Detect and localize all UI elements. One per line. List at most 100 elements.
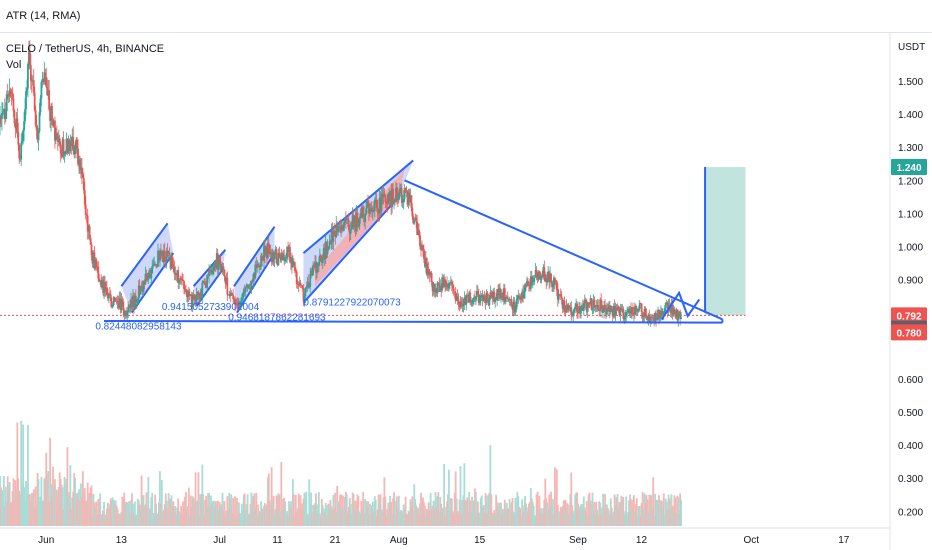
target-zone-box <box>705 167 746 316</box>
volume-bar <box>665 501 668 526</box>
volume-bar <box>403 509 406 526</box>
volume-bar <box>283 497 286 526</box>
volume-bar <box>314 502 316 526</box>
volume-bar <box>144 504 147 526</box>
volume-bar <box>411 496 414 526</box>
candle-body <box>349 229 352 234</box>
volume-bar <box>238 502 240 526</box>
volume-bar <box>200 495 203 526</box>
candle-body <box>93 252 96 269</box>
candle-body <box>367 201 369 204</box>
candle-body <box>300 285 303 287</box>
volume-bar <box>91 515 94 526</box>
candle-body <box>293 262 296 271</box>
candle-body <box>416 221 419 235</box>
candle-body <box>267 243 270 252</box>
volume-bar <box>335 512 338 526</box>
volume-bar <box>375 515 378 526</box>
candle-body <box>566 304 569 310</box>
volume-bar <box>620 495 623 526</box>
candle-body <box>611 310 614 317</box>
candle-body <box>78 159 80 165</box>
candle-body <box>402 198 405 203</box>
channel-fill <box>121 223 174 313</box>
candle-body <box>467 295 470 303</box>
candle-body <box>209 269 211 273</box>
candle-body <box>297 284 300 286</box>
volume-bar <box>639 515 642 526</box>
volume-bar <box>198 516 201 526</box>
candle-body <box>443 279 446 287</box>
candle-body <box>517 295 520 299</box>
candle-body <box>375 199 378 209</box>
candle-body <box>109 294 112 302</box>
volume-bar <box>478 513 481 526</box>
volume-bar <box>94 506 97 526</box>
candle-body <box>150 273 153 279</box>
candle-body <box>40 81 43 99</box>
candle-body <box>647 315 650 320</box>
volume-bar <box>359 513 362 526</box>
candle-body <box>316 262 318 273</box>
volume-bar <box>151 492 154 526</box>
candle-body <box>567 305 570 310</box>
candle-body <box>214 261 217 269</box>
candle-body <box>176 270 179 276</box>
candle-body <box>457 299 460 305</box>
candle-body <box>351 214 354 223</box>
volume-bar <box>64 482 67 526</box>
channel-upper-line <box>192 249 227 287</box>
volume-bar <box>262 508 264 526</box>
candle-body <box>648 315 651 322</box>
volume-bar <box>625 496 628 526</box>
candle-body <box>482 295 485 302</box>
volume-bar <box>605 505 607 526</box>
candle-body <box>529 276 532 289</box>
candle-body <box>0 115 2 120</box>
volume-bar <box>260 501 262 526</box>
volume-bar <box>71 497 74 526</box>
volume-bar <box>302 498 305 526</box>
candle-body <box>203 280 206 283</box>
candle-body <box>430 273 433 283</box>
volume-bar <box>616 493 619 526</box>
volume-bar <box>508 499 511 526</box>
candle-body <box>320 257 323 264</box>
annotations: 0.82448082958143 0.94150527339020040.9468… <box>95 297 401 332</box>
time-tick-label: 15 <box>474 535 486 546</box>
candle-body <box>669 308 672 313</box>
volume-bar <box>279 511 282 526</box>
candle-body <box>425 258 428 275</box>
volume-bar <box>666 510 669 526</box>
volume-bar <box>285 513 288 526</box>
volume-bar <box>656 502 658 526</box>
volume-bar <box>63 476 66 526</box>
candle-body <box>187 291 190 296</box>
volume-bar <box>440 503 443 526</box>
candle-body <box>235 303 237 305</box>
volume-bar <box>319 515 322 526</box>
volume-bar <box>250 492 253 526</box>
price-chart[interactable]: 0.82448082958143 0.94150527339020040.9468… <box>0 33 932 550</box>
volume-label: Vol <box>6 59 21 71</box>
candle-body <box>84 204 87 215</box>
volume-bar <box>156 513 158 526</box>
volume-bar <box>115 505 118 526</box>
candle-body <box>295 271 298 284</box>
candle-body <box>323 248 326 259</box>
candle-body <box>283 256 286 261</box>
volume-bar <box>83 488 86 526</box>
volume-bar <box>217 509 220 526</box>
volume-bar <box>352 494 355 526</box>
candle-body <box>535 269 538 276</box>
volume-bar <box>212 501 214 526</box>
candle-body <box>322 248 325 260</box>
symbol-title[interactable]: CELO / TetherUS, 4h, BINANCE <box>6 43 164 55</box>
volume-bar <box>470 512 473 526</box>
candle-body <box>417 230 420 235</box>
candle-body <box>523 292 525 298</box>
price-badge-label: 0.780 <box>896 328 921 339</box>
candle-body <box>426 268 429 275</box>
candle-body <box>463 297 466 304</box>
atr-indicator-label[interactable]: ATR (14, RMA) <box>6 10 81 22</box>
